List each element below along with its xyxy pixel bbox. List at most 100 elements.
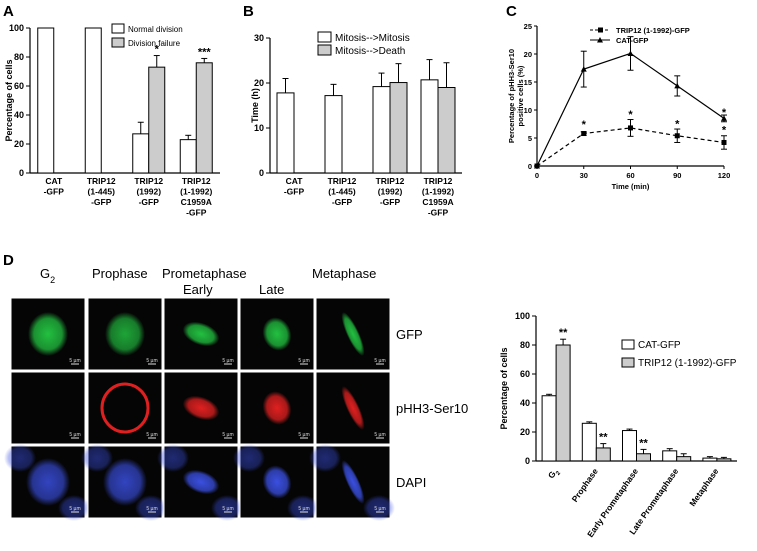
y-tick-label: 15 [524, 78, 532, 87]
scale-bar-label: 5 µm [222, 358, 233, 364]
data-point [534, 163, 540, 169]
y-tick-label: 5 [528, 134, 532, 143]
channel-label: pHH3-Ser10 [396, 401, 468, 416]
nucleus-neighbor [157, 444, 189, 472]
legend-label: Division failure [128, 39, 181, 48]
x-tick-label-sub: 2 [555, 470, 562, 477]
panel-letter-d: D [3, 252, 14, 269]
legend-label: CAT-GFP [616, 36, 648, 45]
signal [341, 312, 365, 356]
nucleus [103, 458, 147, 506]
x-axis-label: Time (min) [612, 182, 650, 191]
legend-label: TRIP12 (1-1992)-GFP [638, 358, 737, 369]
scale-bar-label: 5 µm [374, 506, 385, 512]
x-tick-label: G2 [546, 466, 563, 482]
x-tick-label: (1-445) [88, 187, 116, 197]
data-point [581, 131, 587, 137]
significance-mark: * [675, 119, 680, 131]
stage-label-g2: G2 [40, 266, 55, 285]
stage-label-metaphase: Metaphase [312, 266, 376, 281]
channel-label: GFP [396, 327, 423, 342]
chromosomes [341, 460, 365, 504]
scale-bar-label: 5 µm [69, 358, 80, 364]
scale-bar-label: 5 µm [146, 432, 157, 438]
y-tick-label: 80 [520, 340, 530, 350]
significance-mark: ** [599, 432, 608, 444]
legend-label: Normal division [128, 25, 183, 34]
x-tick-label: (1992) [378, 187, 403, 197]
micrograph-tile [10, 371, 86, 445]
bar [132, 133, 150, 174]
x-tick-label: -GFP [44, 187, 65, 197]
nucleus-neighbor [211, 495, 243, 521]
significance-mark: *** [198, 46, 212, 58]
x-tick-label: 60 [626, 171, 634, 180]
x-tick-label: 120 [718, 171, 731, 180]
nucleus-neighbor [233, 444, 265, 472]
stage-label-prometaphase: Prometaphase [162, 266, 247, 281]
data-point [627, 50, 634, 56]
bar [581, 422, 597, 462]
data-point [674, 133, 680, 139]
x-tick-label: -GFP [186, 208, 207, 218]
y-tick-label: 20 [520, 427, 530, 437]
nucleus-neighbor [363, 495, 395, 521]
x-tick-label: -GFP [332, 197, 353, 207]
bar [179, 139, 197, 174]
y-tick-label: 20 [254, 78, 264, 88]
legend-swatch [111, 37, 125, 48]
substage-label-early: Early [183, 282, 213, 297]
scale-bar-label: 5 µm [69, 432, 80, 438]
y-tick-label: 100 [9, 23, 24, 33]
panel-letter-c: C [506, 3, 517, 20]
legend-label: Mitosis-->Death [335, 46, 405, 57]
y-axis-label: Time (h) [250, 88, 260, 123]
legend-swatch [111, 23, 125, 34]
y-tick-label: 100 [515, 311, 530, 321]
y-tick-label: 0 [259, 168, 264, 178]
bar [195, 62, 213, 174]
x-tick-label: -GFP [428, 208, 449, 218]
bar [84, 27, 102, 174]
chart-c: 0 5 10 15 20 25 0 30 60 90 120 Time (min) Percentage… [507, 22, 730, 191]
bar [437, 87, 456, 174]
y-tick-label: 40 [14, 110, 24, 120]
y-tick-label: 40 [520, 398, 530, 408]
nuclear-ring [100, 382, 150, 434]
x-tick-label: -GFP [91, 197, 112, 207]
legend-label: CAT-GFP [638, 340, 681, 351]
x-tick-label: TRIP12 [328, 176, 357, 186]
legend-marker [597, 37, 603, 43]
x-tick-label: C1959A [181, 197, 212, 207]
bar [622, 430, 637, 462]
stage-label-prophase: Prophase [92, 266, 148, 281]
y-axis-label-2: positive cells (%) [516, 65, 525, 126]
scale-bar-label: 5 µm [298, 432, 309, 438]
bar [148, 66, 166, 174]
scale-bar-label: 5 µm [222, 432, 233, 438]
x-tick-label: TRIP12 [182, 176, 211, 186]
signal [182, 395, 220, 421]
signal [182, 321, 220, 347]
significance-mark: * [628, 109, 633, 121]
x-tick-label: TRIP12 [376, 176, 405, 186]
significance-mark: ** [639, 437, 648, 449]
data-point [628, 125, 633, 131]
y-tick-label: 10 [524, 106, 532, 115]
significance-mark: ** [559, 327, 568, 339]
bar [324, 95, 343, 174]
signal [262, 391, 292, 425]
x-tick-label: Prophase [570, 466, 601, 504]
scale-bar-label: 5 µm [298, 506, 309, 512]
scale-bar-label: 5 µm [374, 432, 385, 438]
nucleus-neighbor [81, 444, 113, 472]
x-tick-label: TRIP12 [424, 176, 453, 186]
bar [37, 27, 55, 174]
x-tick-label: (1992) [136, 187, 161, 197]
x-tick-label: C1959A [422, 197, 453, 207]
bar [676, 456, 692, 462]
y-tick-label: 0 [19, 168, 24, 178]
